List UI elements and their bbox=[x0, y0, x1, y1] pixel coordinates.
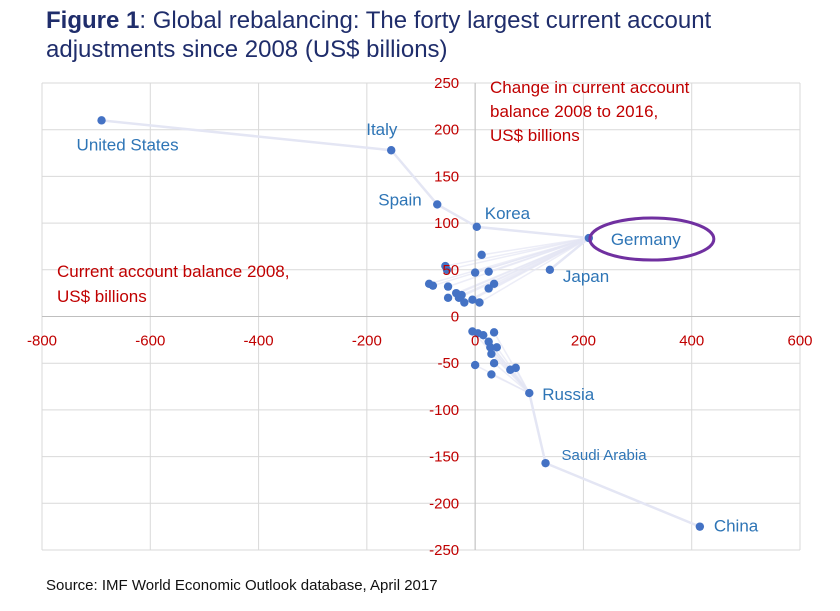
label-russia: Russia bbox=[542, 385, 595, 404]
connector-line bbox=[476, 225, 589, 240]
x-tick-label: 0 bbox=[471, 333, 479, 350]
connector-lines bbox=[101, 119, 701, 528]
y-tick-label: -50 bbox=[437, 355, 459, 372]
data-point bbox=[428, 281, 438, 290]
y-tick-label: 100 bbox=[434, 215, 459, 232]
connector-line bbox=[446, 237, 590, 271]
y-tick-label: -250 bbox=[429, 542, 459, 559]
data-point bbox=[484, 267, 493, 276]
data-point bbox=[475, 298, 484, 307]
y-tick-label: 200 bbox=[434, 122, 459, 139]
data-point bbox=[460, 298, 469, 307]
x-tick-label: -200 bbox=[352, 333, 382, 350]
ylabel-line-3: US$ billions bbox=[490, 126, 580, 145]
xlabel-line-2: US$ billions bbox=[57, 287, 147, 306]
point-russia bbox=[525, 388, 534, 398]
x-tick-label: -600 bbox=[135, 333, 165, 350]
data-points bbox=[97, 116, 705, 531]
label-italy: Italy bbox=[366, 120, 398, 139]
connector-line bbox=[528, 392, 547, 464]
data-point bbox=[487, 370, 496, 379]
connector-line bbox=[515, 367, 530, 394]
connector-line bbox=[509, 369, 530, 394]
point-united-states bbox=[97, 116, 106, 125]
y-tick-label: -200 bbox=[429, 495, 459, 512]
y-tick-label: 250 bbox=[434, 75, 459, 92]
data-point bbox=[489, 359, 499, 368]
label-china: China bbox=[714, 517, 759, 536]
data-point bbox=[479, 330, 488, 340]
connector-line bbox=[432, 237, 590, 287]
data-point bbox=[511, 363, 520, 373]
point-saudi-arabia bbox=[541, 458, 550, 468]
chart-title-text: : Global rebalancing: The forty largest … bbox=[46, 7, 712, 63]
label-germany: Germany bbox=[611, 230, 681, 249]
data-point bbox=[487, 349, 496, 359]
y-tick-label: 0 bbox=[451, 309, 459, 326]
point-spain bbox=[433, 200, 442, 209]
label-japan: Japan bbox=[563, 267, 609, 286]
tick-labels: -800 -600 -400 -200 0 200 400 600 -250 -200 -150 -1… bbox=[27, 75, 813, 559]
x-tick-label: -400 bbox=[244, 333, 274, 350]
label-spain: Spain bbox=[378, 190, 421, 209]
data-point bbox=[477, 250, 486, 260]
x-tick-label: 200 bbox=[571, 333, 596, 350]
connector-line bbox=[436, 203, 478, 228]
data-point bbox=[470, 268, 480, 277]
germany-highlight-ellipse bbox=[588, 216, 716, 262]
chart-title: Figure 1: Global rebalancing: The forty … bbox=[46, 6, 826, 64]
data-point bbox=[492, 343, 501, 352]
point-italy bbox=[387, 146, 396, 155]
y-tick-label: -100 bbox=[429, 402, 459, 419]
connector-line bbox=[101, 119, 392, 152]
point-labels: United States Italy Spain Korea GermanyJapan… bbox=[77, 120, 759, 535]
xlabel-line-1: Current account balance 2008, bbox=[57, 262, 290, 281]
x-tick-label: -800 bbox=[27, 333, 57, 350]
data-point bbox=[442, 265, 452, 274]
data-point bbox=[486, 343, 495, 352]
connector-line bbox=[549, 237, 590, 271]
y-tick-label: 50 bbox=[442, 262, 459, 279]
connector-line bbox=[545, 461, 701, 528]
connector-line bbox=[493, 362, 530, 394]
data-point bbox=[484, 284, 493, 293]
axes bbox=[42, 83, 800, 550]
point-china bbox=[695, 522, 705, 531]
label-united-states: United States bbox=[77, 135, 179, 154]
data-point bbox=[489, 328, 499, 337]
x-tick-label: 600 bbox=[787, 333, 812, 350]
chart-title-prefix: Figure 1 bbox=[46, 7, 140, 34]
ylabel-line-1: Change in current account bbox=[490, 78, 690, 97]
label-korea: Korea bbox=[485, 204, 531, 223]
connector-line bbox=[479, 237, 590, 304]
connector-line bbox=[390, 149, 439, 206]
label-saudi-arabia: Saudi Arabia bbox=[562, 447, 648, 464]
y-tick-label: 150 bbox=[434, 168, 459, 185]
point-korea bbox=[472, 222, 481, 232]
source-note: Source: IMF World Economic Outlook datab… bbox=[46, 577, 438, 594]
data-point bbox=[443, 282, 453, 291]
ylabel-line-2: balance 2008 to 2016, bbox=[490, 102, 658, 121]
data-point bbox=[468, 295, 477, 304]
connector-line bbox=[447, 237, 590, 288]
data-point bbox=[470, 360, 480, 370]
y-tick-label: -150 bbox=[429, 449, 459, 466]
connector-line bbox=[491, 373, 530, 394]
x-tick-label: 400 bbox=[679, 333, 704, 350]
connector-line bbox=[458, 237, 590, 299]
point-japan bbox=[545, 265, 555, 274]
data-point bbox=[443, 293, 453, 303]
